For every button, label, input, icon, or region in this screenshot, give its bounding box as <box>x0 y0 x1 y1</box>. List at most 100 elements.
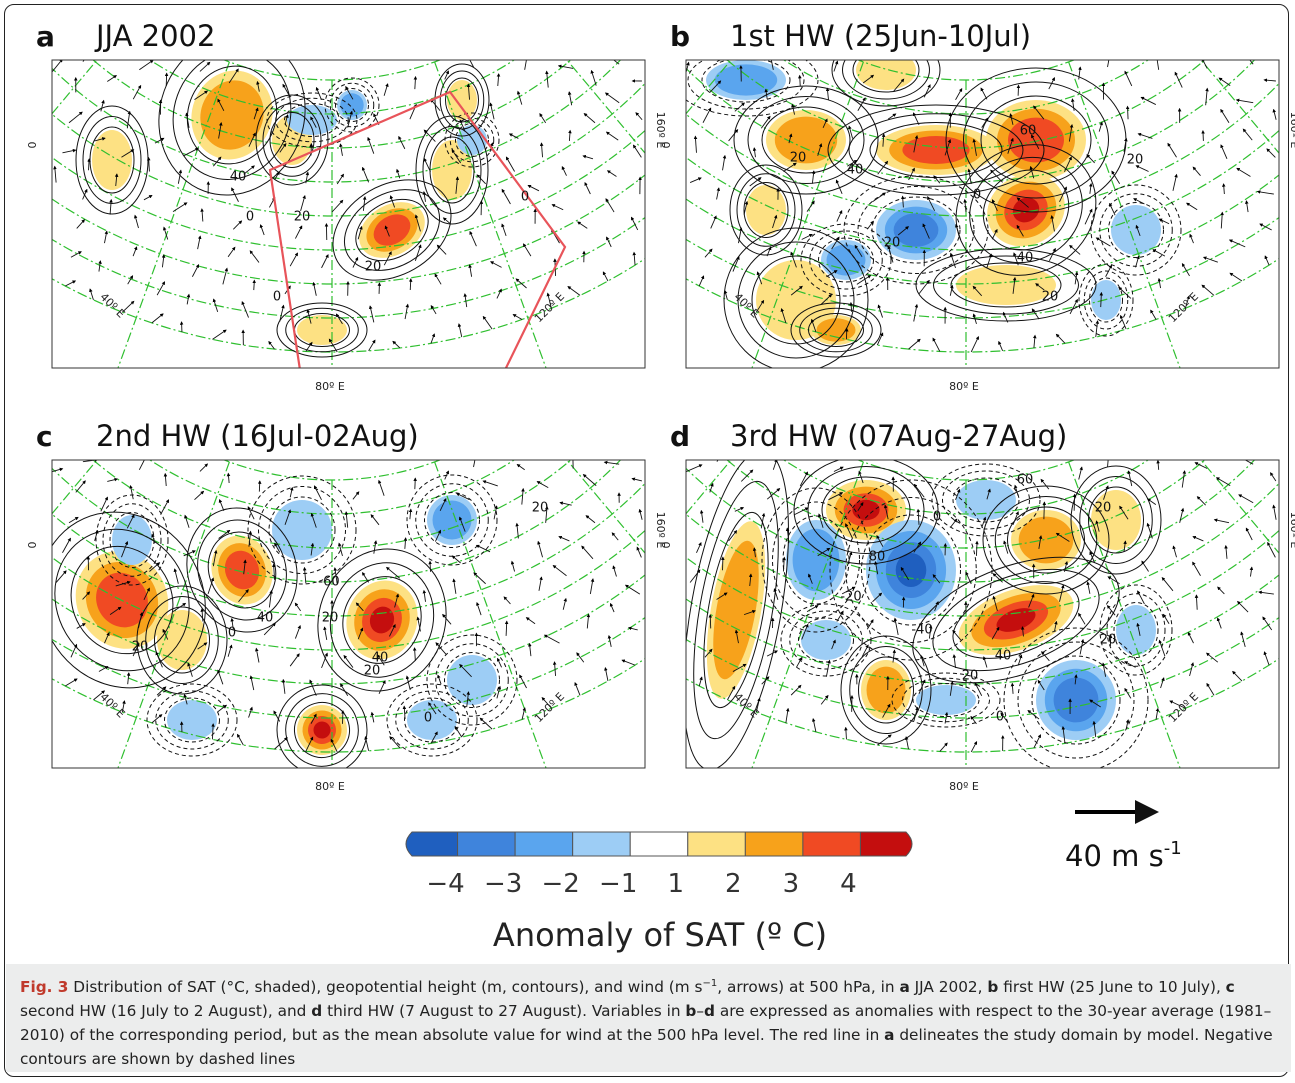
wind-arrow <box>336 173 344 185</box>
wind-arrow <box>998 340 1004 352</box>
wind-arrow <box>1272 504 1277 520</box>
wind-arrow <box>1140 96 1157 105</box>
wind-arrow <box>1013 252 1019 266</box>
wind-arrow <box>772 460 778 470</box>
wind-arrow <box>1179 507 1185 523</box>
height-contour <box>829 479 993 661</box>
wind-arrow <box>1220 211 1224 229</box>
wind-arrow <box>881 133 886 147</box>
sat-shading <box>916 685 976 715</box>
wind-arrow <box>383 251 392 266</box>
wind-arrow <box>107 477 119 482</box>
wind-arrow <box>412 647 417 661</box>
wind-arrow <box>972 313 977 325</box>
wind-arrow <box>294 602 301 612</box>
height-contour <box>155 690 229 750</box>
height-contour <box>164 697 220 743</box>
height-contour <box>827 104 1045 196</box>
wind-arrow <box>94 529 99 542</box>
height-contour <box>386 683 478 757</box>
wind-arrow <box>1158 639 1166 657</box>
wind-arrow <box>822 118 828 128</box>
wind-arrow <box>143 587 150 600</box>
wind-arrow <box>748 573 753 587</box>
caption-text: first HW (25 June to 10 July), <box>998 978 1226 997</box>
wind-arrow <box>1111 170 1121 184</box>
wind-arrow <box>1218 77 1231 87</box>
wind-arrow <box>1160 677 1165 689</box>
wind-arrow <box>109 606 122 615</box>
wind-arrow <box>330 738 338 753</box>
wind-arrow <box>1141 560 1149 572</box>
wind-arrow <box>274 171 280 181</box>
colorbar-tick-label: 2 <box>725 869 742 899</box>
wind-arrow <box>149 562 161 572</box>
wind-arrow <box>172 602 187 613</box>
wind-arrow <box>1240 631 1246 647</box>
wind-arrow <box>398 135 406 150</box>
wind-arrow <box>55 570 67 583</box>
caption-text: third HW (7 August to 27 August). Variab… <box>322 1002 686 1021</box>
contour-label: 20 <box>132 640 149 655</box>
wind-arrow <box>490 261 502 268</box>
colorbar-tick-label: −4 <box>426 869 464 899</box>
height-contour <box>406 474 498 566</box>
wind-arrow <box>1221 183 1226 195</box>
height-contour <box>158 60 306 196</box>
wind-arrow <box>94 137 106 142</box>
wind-arrow <box>841 586 856 595</box>
wind-arrow <box>558 535 570 542</box>
wind-arrow <box>541 696 552 709</box>
wind-arrow <box>963 198 967 213</box>
wind-arrow <box>1125 719 1130 730</box>
wind-arrow <box>416 616 421 632</box>
wind-arrow <box>310 542 315 556</box>
wind-arrow <box>1061 725 1066 744</box>
wind-arrow <box>696 542 702 553</box>
wind-arrow <box>160 499 170 515</box>
axis-label: 80º E <box>315 380 345 393</box>
wind-arrow <box>503 596 511 605</box>
wind-arrow <box>434 529 442 542</box>
wind-arrow <box>764 88 768 100</box>
wind-arrow <box>790 285 803 296</box>
caption-text: d <box>311 1002 323 1021</box>
height-contour <box>1079 476 1153 564</box>
wind-arrow <box>282 83 291 98</box>
contour-label: 0 <box>973 188 981 203</box>
wind-arrow <box>728 530 738 542</box>
wind-arrow <box>172 202 188 213</box>
wind-arrow <box>1125 105 1130 120</box>
wind-arrow <box>1256 190 1274 195</box>
sat-shading <box>1091 490 1141 550</box>
wind-arrow <box>279 304 285 322</box>
wind-arrow <box>249 250 260 263</box>
wind-arrow <box>289 653 300 667</box>
wind-arrow <box>539 113 547 124</box>
wind-arrow <box>1123 540 1127 552</box>
wind-arrow <box>807 573 813 584</box>
latitude-circle <box>52 60 622 183</box>
height-contour <box>751 255 841 345</box>
wind-arrow <box>442 613 452 625</box>
caption-text: d <box>704 1002 715 1021</box>
sat-shading <box>432 140 472 200</box>
wind-arrow <box>845 523 854 539</box>
wind-arrow <box>1181 470 1187 488</box>
wind-arrow <box>970 741 978 753</box>
panel-border <box>685 459 1280 769</box>
sat-shading <box>1008 117 1064 163</box>
axis-label: 120º E <box>532 690 567 725</box>
height-contour <box>848 113 1024 187</box>
wind-arrow <box>732 663 747 672</box>
wind-arrow <box>482 315 493 330</box>
wind-arrow <box>413 75 418 90</box>
wind-arrow <box>1059 186 1067 202</box>
caption-text: are expressed as anomalies with respect … <box>20 1002 1272 1045</box>
wind-arrow <box>1136 622 1141 636</box>
wind-arrow <box>1042 501 1047 520</box>
wind-arrow <box>611 532 619 541</box>
wind-arrow <box>866 220 874 230</box>
wind-arrow <box>1003 540 1009 554</box>
